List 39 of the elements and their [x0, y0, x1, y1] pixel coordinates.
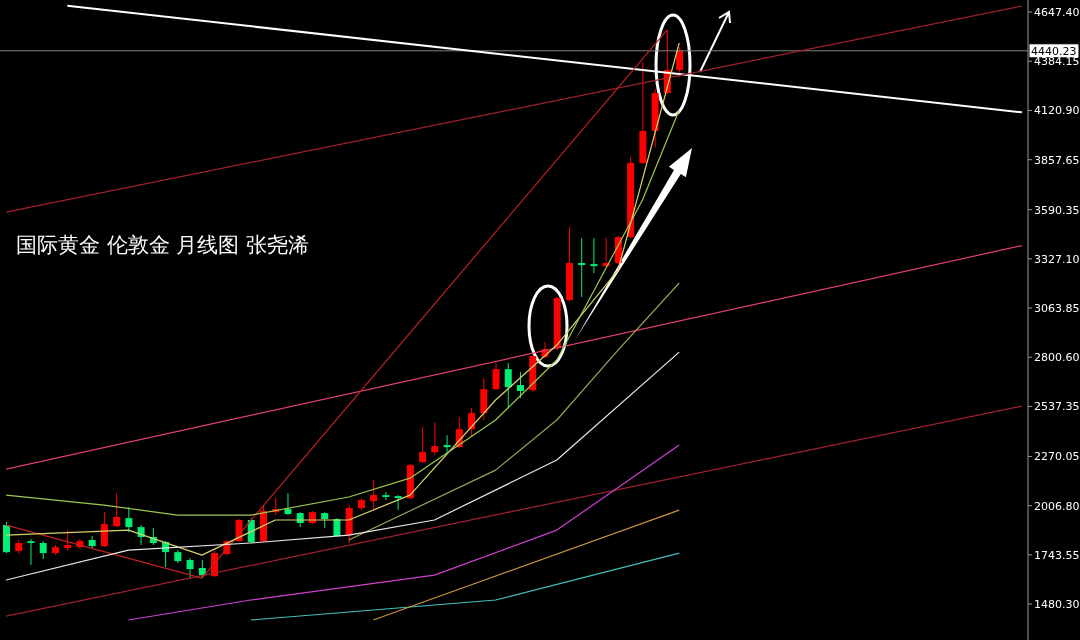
- candlestick: [578, 237, 586, 298]
- candlestick: [27, 538, 35, 566]
- candlestick: [100, 511, 108, 548]
- y-tick-label: 4120.90: [1034, 104, 1080, 118]
- candlestick: [504, 362, 512, 408]
- y-tick-label: 3590.35: [1034, 203, 1080, 217]
- y-tick-label: 4647.40: [1034, 5, 1080, 19]
- candlestick: [590, 237, 598, 274]
- y-tick-label: 4384.15: [1034, 55, 1080, 69]
- y-tick-label: 3063.85: [1034, 301, 1080, 315]
- ref-line-label: 4440.23: [1031, 44, 1077, 58]
- line-series: [127, 444, 680, 621]
- y-tick-label: 2537.35: [1034, 400, 1080, 414]
- candlestick: [113, 492, 121, 528]
- line-series: [5, 109, 680, 516]
- candlestick: [480, 377, 488, 421]
- candlestick: [186, 557, 194, 580]
- candlestick: [284, 492, 292, 516]
- y-tick-label: 1743.55: [1034, 548, 1080, 562]
- candlestick: [64, 529, 72, 552]
- candlestick: [676, 46, 684, 78]
- text: 国际黄金 伦敦金 月线图 张尧浠: [16, 232, 310, 259]
- candlestick: [443, 434, 451, 454]
- candlestick: [517, 371, 524, 399]
- y-tick-label: 3327.10: [1034, 252, 1080, 266]
- candlestick: [125, 506, 133, 533]
- line-series: [5, 351, 680, 581]
- candlestick: [382, 491, 390, 501]
- y-tick-label: 1480.30: [1034, 597, 1080, 611]
- y-tick-label: 2270.05: [1034, 450, 1080, 464]
- y-tick-label: 2006.80: [1034, 499, 1080, 513]
- candlestick: [419, 426, 427, 464]
- candlestick: [394, 494, 402, 511]
- y-tick-label: 2800.60: [1034, 351, 1080, 365]
- line-series: [348, 282, 680, 541]
- candlestick: [370, 479, 378, 511]
- candlestick: [492, 362, 500, 391]
- candlestick: [431, 422, 439, 456]
- y-tick-label: 3857.65: [1034, 153, 1080, 167]
